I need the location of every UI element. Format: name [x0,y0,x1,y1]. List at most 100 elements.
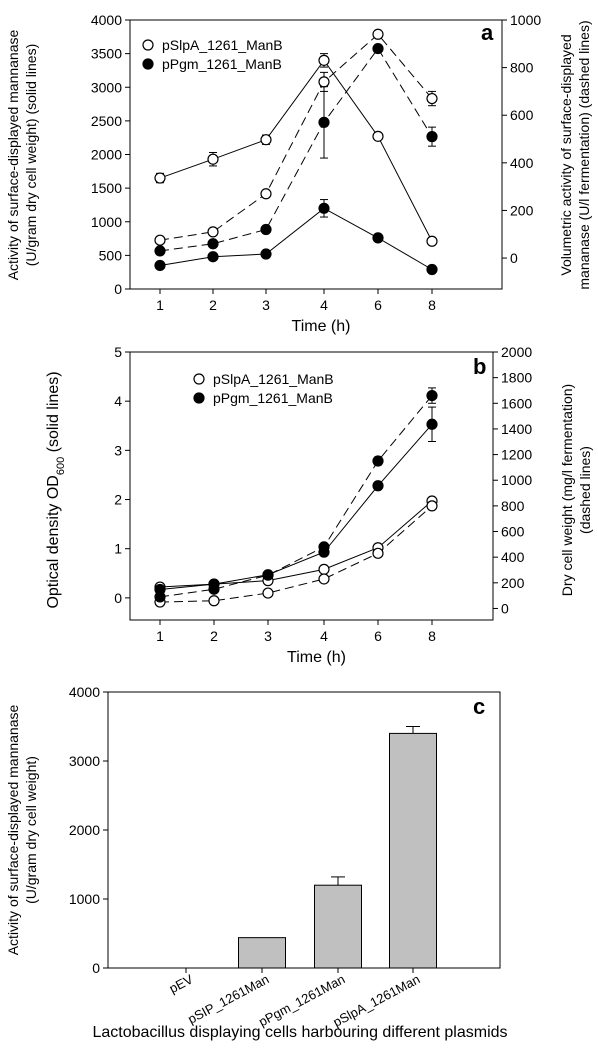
y-left-tick-label: 2 [114,492,122,508]
y-left-tick-label: 1 [114,541,122,557]
y-axis-label-line2: (U/gram dry cell weight) [23,756,39,904]
data-point [207,238,219,250]
x-tick-label: pEV [167,971,196,996]
legend-label: pSlpA_1261_ManB [213,371,334,387]
x-tick-label: 8 [428,297,436,313]
x-tick-label: 3 [264,628,272,644]
data-point [207,226,219,238]
bar-1 [238,937,286,969]
y-left-tick-label: 0 [114,281,122,297]
series-line-0 [159,59,433,242]
x-axis-label: Time (h) [287,649,346,666]
legend-marker [142,39,154,51]
y-tick-label: 3000 [69,753,100,769]
legend-marker [193,373,205,385]
x-tick-label: 4 [320,628,328,644]
data-point [318,76,330,88]
data-point [154,259,166,272]
x-axis-label: Time (h) [292,318,351,335]
data-point [426,235,438,247]
y-right-tick-label: 2000 [501,344,532,360]
data-point [318,573,330,585]
y-tick-label: 4000 [69,684,100,700]
series-line-0 [159,500,433,588]
y-right-tick-label: 1800 [501,370,532,386]
y-left-tick-label: 3000 [91,79,122,95]
data-point [426,418,438,430]
data-point [318,563,330,575]
y-right-tick-label: 400 [501,549,525,565]
y-right-tick-label: 0 [501,600,509,616]
y-left-axis-label: Optical density OD600 (solid lines) [45,371,67,608]
y-right-tick-label: 400 [510,155,534,171]
y-axis-label-line1: Activity of surface-displayed mannanase [5,705,21,956]
data-point [318,116,330,128]
y-right-axis-label-line2: (dashed lines) [577,446,593,534]
y-right-axis-label-line2: mananase (U/l fermentation) (dashed line… [576,20,592,289]
y-left-tick-label: 500 [99,247,123,263]
y-right-tick-label: 800 [501,498,525,514]
data-point [207,251,219,263]
x-tick-label: 2 [210,628,218,644]
data-point [372,130,384,142]
plot-frame [107,691,501,969]
y-tick-label: 2000 [69,822,100,838]
data-point [260,248,272,260]
bar-2 [314,884,362,969]
series-line-1 [159,207,433,270]
y-right-tick-label: 200 [510,202,534,218]
x-tick-label: 1 [156,297,164,313]
series-line-2 [159,505,433,603]
data-point [426,92,438,105]
y-left-tick-label: 2000 [91,147,122,163]
data-point [372,28,384,40]
y-right-tick-label: 1400 [501,421,532,437]
data-point [318,202,330,214]
data-point [154,591,166,603]
data-point [372,232,384,244]
y-tick-label: 0 [92,960,100,976]
y-right-tick-label: 1000 [510,12,541,28]
data-point [372,455,384,467]
y-left-tick-label: 0 [114,590,122,606]
data-point [208,595,220,607]
x-tick-label: 6 [374,297,382,313]
y-left-tick-label: 3 [114,442,122,458]
panel-letter: a [481,20,494,45]
y-right-tick-label: 1600 [501,395,532,411]
bar-3 [389,732,437,969]
data-point [426,131,438,143]
data-point [154,234,166,246]
data-point [208,583,220,595]
x-axis-label: Lactobacillus displaying cells harbourin… [92,1024,507,1041]
data-point [426,500,438,512]
x-tick-label: 1 [156,628,164,644]
data-point [426,389,438,402]
data-point [372,42,384,55]
y-right-tick-label: 1000 [501,472,532,488]
data-point [426,263,438,276]
x-tick-label: 8 [428,628,436,644]
data-point [207,153,219,165]
y-right-tick-label: 600 [510,107,534,123]
series-line-3 [159,47,433,252]
y-left-tick-label: 2500 [91,113,122,129]
legend-label: pSlpA_1261_ManB [162,37,283,53]
y-right-tick-label: 600 [501,524,525,540]
data-point [262,569,274,581]
y-right-axis-label-line1: Volumetric activity of surface-displayed [558,34,574,275]
x-tick-label: 3 [262,297,270,313]
y-left-tick-label: 1000 [91,214,122,230]
series-line-2 [159,33,433,241]
y-left-tick-label: 4000 [91,12,122,28]
data-point [262,587,274,599]
panel-c: 01000200030004000pEVpSIP_1261ManpPgm_126… [5,684,508,1041]
y-left-tick-label: 4 [114,393,122,409]
data-point [260,134,272,146]
panel-b: 0 1 2 3 4 5 0 200 400 600 800 1000 1200 1400 1600 1800 2… [45,344,593,666]
series-line-1 [159,423,433,591]
y-left-tick-label: 3500 [91,46,122,62]
y-left-axis-label-line1: Activity of surface-displayed mannanase [5,30,21,281]
legend-marker [142,58,154,70]
